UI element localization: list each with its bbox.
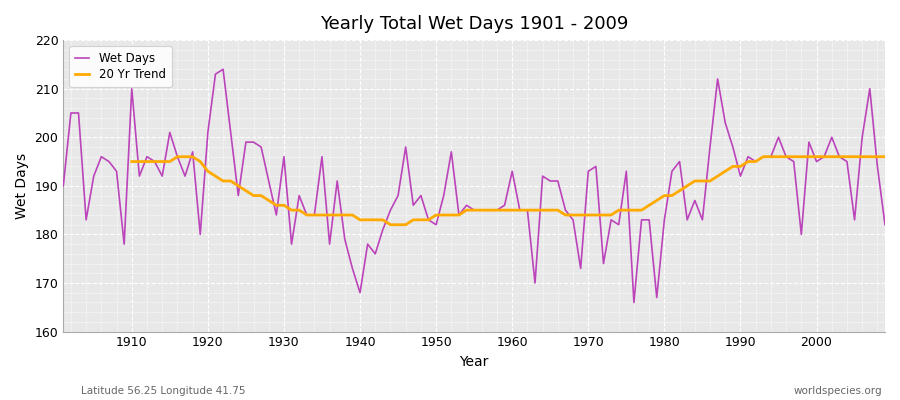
Wet Days bbox=[58, 184, 68, 188]
Wet Days bbox=[218, 67, 229, 72]
20 Yr Trend bbox=[309, 212, 320, 217]
20 Yr Trend bbox=[278, 203, 289, 208]
X-axis label: Year: Year bbox=[460, 355, 489, 369]
Wet Days bbox=[507, 169, 517, 174]
20 Yr Trend bbox=[857, 154, 868, 159]
20 Yr Trend bbox=[385, 222, 396, 227]
Wet Days bbox=[879, 222, 890, 227]
Wet Days bbox=[606, 218, 616, 222]
20 Yr Trend bbox=[879, 154, 890, 159]
Wet Days bbox=[515, 208, 526, 212]
Wet Days bbox=[339, 237, 350, 242]
Line: Wet Days: Wet Days bbox=[63, 69, 885, 302]
Wet Days bbox=[628, 300, 639, 305]
20 Yr Trend bbox=[529, 208, 540, 212]
Text: Latitude 56.25 Longitude 41.75: Latitude 56.25 Longitude 41.75 bbox=[81, 386, 246, 396]
Wet Days bbox=[293, 193, 304, 198]
Text: worldspecies.org: worldspecies.org bbox=[794, 386, 882, 396]
20 Yr Trend bbox=[172, 154, 183, 159]
20 Yr Trend bbox=[126, 159, 137, 164]
Title: Yearly Total Wet Days 1901 - 2009: Yearly Total Wet Days 1901 - 2009 bbox=[320, 15, 628, 33]
20 Yr Trend bbox=[834, 154, 845, 159]
Y-axis label: Wet Days: Wet Days bbox=[15, 153, 29, 219]
Wet Days bbox=[119, 242, 130, 246]
Legend: Wet Days, 20 Yr Trend: Wet Days, 20 Yr Trend bbox=[69, 46, 172, 87]
20 Yr Trend bbox=[590, 212, 601, 217]
Line: 20 Yr Trend: 20 Yr Trend bbox=[131, 157, 885, 225]
